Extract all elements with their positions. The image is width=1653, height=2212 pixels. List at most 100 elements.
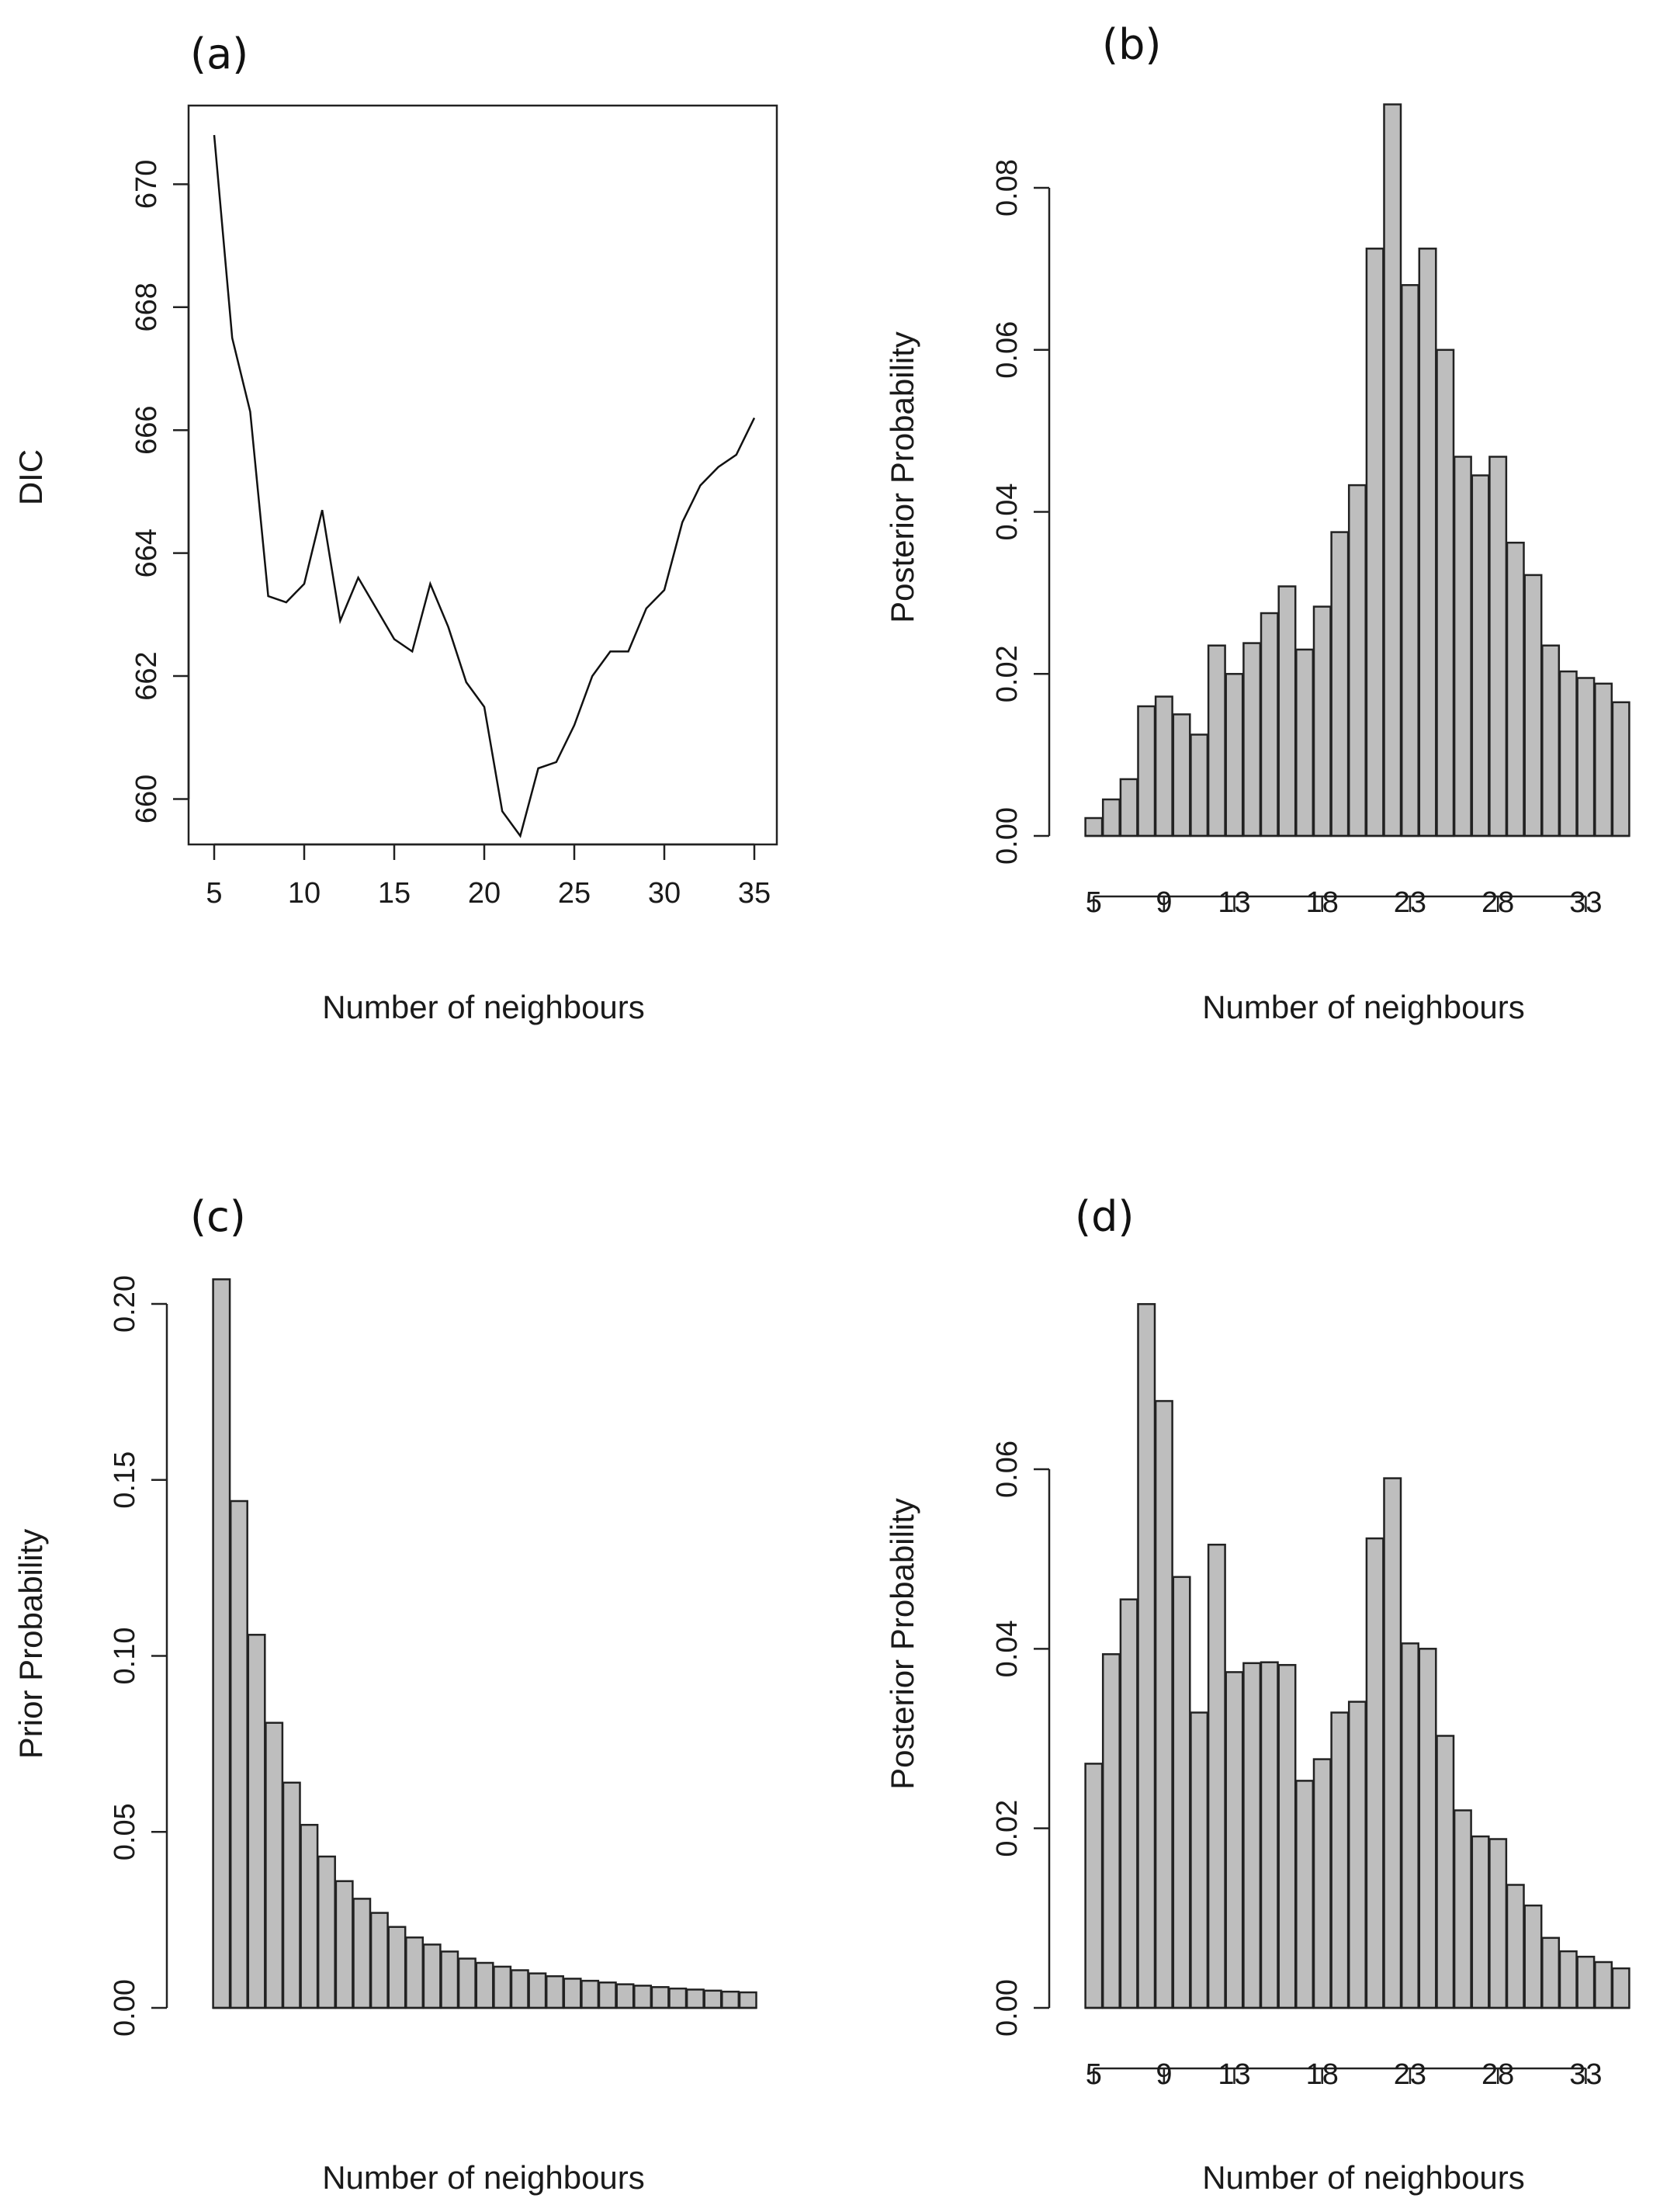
y-tick-label-b-0.02: 0.02	[991, 645, 1024, 702]
bar-c-32	[685, 1988, 705, 2009]
bar-c-24	[545, 1975, 564, 2009]
x-tick-label-a-30: 30	[648, 877, 681, 910]
x-tick-label-b-18: 18	[1306, 886, 1339, 919]
plot-area-c: 0.00 0.05 0.10 0.15 0.20	[109, 1275, 757, 2037]
bar-b-20	[1347, 484, 1367, 837]
bar-b-9	[1154, 695, 1173, 837]
plot-frame-a	[187, 104, 778, 846]
bar-c-33	[703, 1989, 723, 2009]
bar-b-8	[1137, 705, 1156, 837]
bar-d-23	[1400, 1642, 1419, 2009]
bar-d-30	[1523, 1904, 1543, 2009]
bar-d-22	[1383, 1477, 1402, 2009]
bar-c-35	[738, 1991, 757, 2009]
x-tick-label-d-9: 9	[1156, 2058, 1172, 2091]
x-tick-label-b-13: 13	[1218, 886, 1250, 919]
bar-b-15	[1260, 612, 1279, 837]
bar-b-19	[1330, 531, 1350, 837]
bar-d-35	[1611, 1967, 1630, 2009]
bar-c-31	[668, 1987, 688, 2009]
x-axis-title-d: Number of neighbours	[1202, 2159, 1525, 2196]
bar-b-5	[1084, 816, 1104, 837]
y-axis-title-b: Posterior Probability	[884, 331, 920, 623]
bar-c-18	[440, 1950, 459, 2009]
bar-c-10	[300, 1823, 319, 2009]
x-axis-title-a: Number of neighbours	[322, 989, 645, 1025]
x-axis-title-c: Number of neighbours	[322, 2159, 645, 2196]
y-tick-label-a-666: 666	[130, 406, 163, 455]
y-tick-label-a-660: 660	[130, 775, 163, 823]
y-tick-label-c-0.00: 0.00	[109, 1979, 141, 2037]
bar-b-33	[1576, 677, 1596, 837]
x-tick-label-a-35: 35	[738, 877, 771, 910]
bar-c-11	[317, 1855, 336, 2009]
bar-d-32	[1558, 1950, 1578, 2009]
bar-b-29	[1506, 541, 1525, 837]
x-tick-label-a-10: 10	[288, 877, 321, 910]
plot-area-a: 5 10 15 20 25 30 35 660 662 664 666 668 670	[130, 104, 778, 910]
bar-c-27	[598, 1981, 617, 2009]
bar-b-32	[1558, 670, 1578, 837]
bar-c-23	[528, 1972, 547, 2009]
y-tick-label-c-0.20: 0.20	[109, 1275, 141, 1333]
y-axis-title-d: Posterior Probability	[884, 1498, 920, 1790]
bar-b-24	[1418, 248, 1437, 837]
bar-d-6	[1101, 1653, 1121, 2009]
y-tick-label-d-0.06: 0.06	[991, 1441, 1024, 1498]
y-tick-label-b-0.00: 0.00	[991, 807, 1024, 865]
bar-c-8	[265, 1721, 284, 2009]
bar-c-5	[212, 1278, 231, 2009]
bar-c-26	[580, 1979, 600, 2009]
bar-d-5	[1084, 1763, 1104, 2009]
bar-c-16	[405, 1936, 425, 2009]
bar-c-28	[615, 1983, 635, 2009]
bar-b-21	[1365, 248, 1384, 837]
bar-d-19	[1330, 1711, 1350, 2009]
y-tick-label-c-0.15: 0.15	[109, 1451, 141, 1509]
bar-d-20	[1347, 1701, 1367, 2009]
panel-label-c: (c)	[190, 1192, 246, 1241]
bar-d-13	[1225, 1671, 1244, 2009]
bar-c-9	[282, 1781, 301, 2009]
plot-area-d: 0.00 0.02 0.04 0.06 5 9 13 18 23 28 33	[991, 1302, 1630, 2091]
bar-c-12	[334, 1880, 354, 2009]
panel-label-b: (b)	[1102, 20, 1161, 69]
bar-b-10	[1172, 713, 1191, 837]
bar-c-21	[493, 1965, 512, 2009]
bar-b-25	[1436, 348, 1455, 837]
panel-c-prior-bar-chart: (c) Number of neighbours Prior Probabili…	[12, 1192, 757, 2196]
bar-c-7	[247, 1634, 266, 2009]
bar-d-34	[1594, 1961, 1613, 2009]
bar-b-17	[1295, 648, 1315, 837]
y-tick-label-d-0.04: 0.04	[991, 1620, 1024, 1677]
y-tick-label-a-664: 664	[130, 529, 163, 577]
x-axis-title-b: Number of neighbours	[1202, 989, 1525, 1025]
bar-b-18	[1312, 605, 1332, 837]
bar-d-12	[1207, 1543, 1226, 2009]
x-tick-label-d-5: 5	[1086, 2058, 1102, 2091]
panel-a-dic-line-chart: (a) Number of neighbours DIC 5 10 15 20 25 30…	[12, 29, 778, 1025]
bar-d-26	[1453, 1809, 1472, 2009]
y-axis-title-a: DIC	[12, 449, 49, 505]
bar-b-13	[1225, 673, 1244, 837]
bar-d-14	[1242, 1662, 1262, 2009]
y-tick-label-b-0.08: 0.08	[991, 159, 1024, 217]
bar-c-30	[650, 1985, 670, 2009]
bar-d-11	[1190, 1711, 1209, 2009]
y-tick-label-b-0.04: 0.04	[991, 484, 1024, 541]
panel-label-d: (d)	[1075, 1192, 1134, 1241]
bar-b-14	[1242, 642, 1262, 837]
bar-c-17	[422, 1943, 442, 2009]
bar-b-31	[1541, 644, 1561, 837]
y-tick-label-c-0.05: 0.05	[109, 1803, 141, 1860]
bar-b-22	[1383, 103, 1402, 837]
y-tick-label-c-0.10: 0.10	[109, 1628, 141, 1685]
bar-d-18	[1312, 1758, 1332, 2009]
bar-c-6	[229, 1500, 248, 2009]
bar-c-15	[387, 1926, 407, 2009]
bar-c-25	[563, 1978, 582, 2009]
x-tick-label-d-33: 33	[1569, 2058, 1602, 2091]
bar-d-8	[1137, 1302, 1156, 2009]
x-tick-label-a-5: 5	[206, 877, 222, 910]
bar-b-35	[1611, 701, 1630, 837]
